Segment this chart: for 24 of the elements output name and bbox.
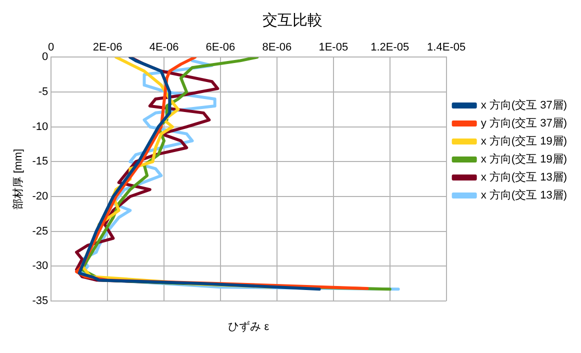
y-tick-label: 0 (42, 51, 48, 64)
x-tick-label: 2E-06 (92, 42, 122, 54)
legend-label: x 方向(交互 13層) (480, 170, 568, 184)
chart-title: 交互比較 (262, 12, 322, 30)
x-tick-label: 4E-06 (149, 42, 179, 54)
legend-label: x 方向(交互 37層) (480, 98, 568, 112)
y-tick-label: -30 (32, 260, 48, 272)
legend-label: y 方向(交互 37層) (480, 116, 568, 130)
x-tick-label: 1.4E-05 (427, 42, 466, 54)
y-tick-label: -25 (32, 225, 48, 238)
legend-label: x 方向(交互 19層) (480, 152, 568, 166)
legend-label: x 方向(交互 19層) (480, 134, 568, 148)
x-tick-label: 1E-05 (318, 42, 348, 54)
y-axis-title: 部材厚 [mm] (12, 148, 25, 210)
legend-label: x 方向(交互 13層) (480, 188, 568, 202)
x-tick-label: 6E-06 (206, 42, 236, 54)
y-tick-label: -20 (32, 190, 48, 203)
x-axis-title: ひずみ ε (228, 320, 270, 334)
y-tick-label: -35 (32, 295, 48, 308)
y-tick-label: -5 (38, 86, 48, 98)
y-tick-label: -10 (32, 120, 48, 133)
y-tick-label: -15 (32, 156, 48, 168)
x-tick-label: 8E-06 (262, 42, 292, 54)
x-tick-label: 1.2E-05 (370, 42, 410, 54)
